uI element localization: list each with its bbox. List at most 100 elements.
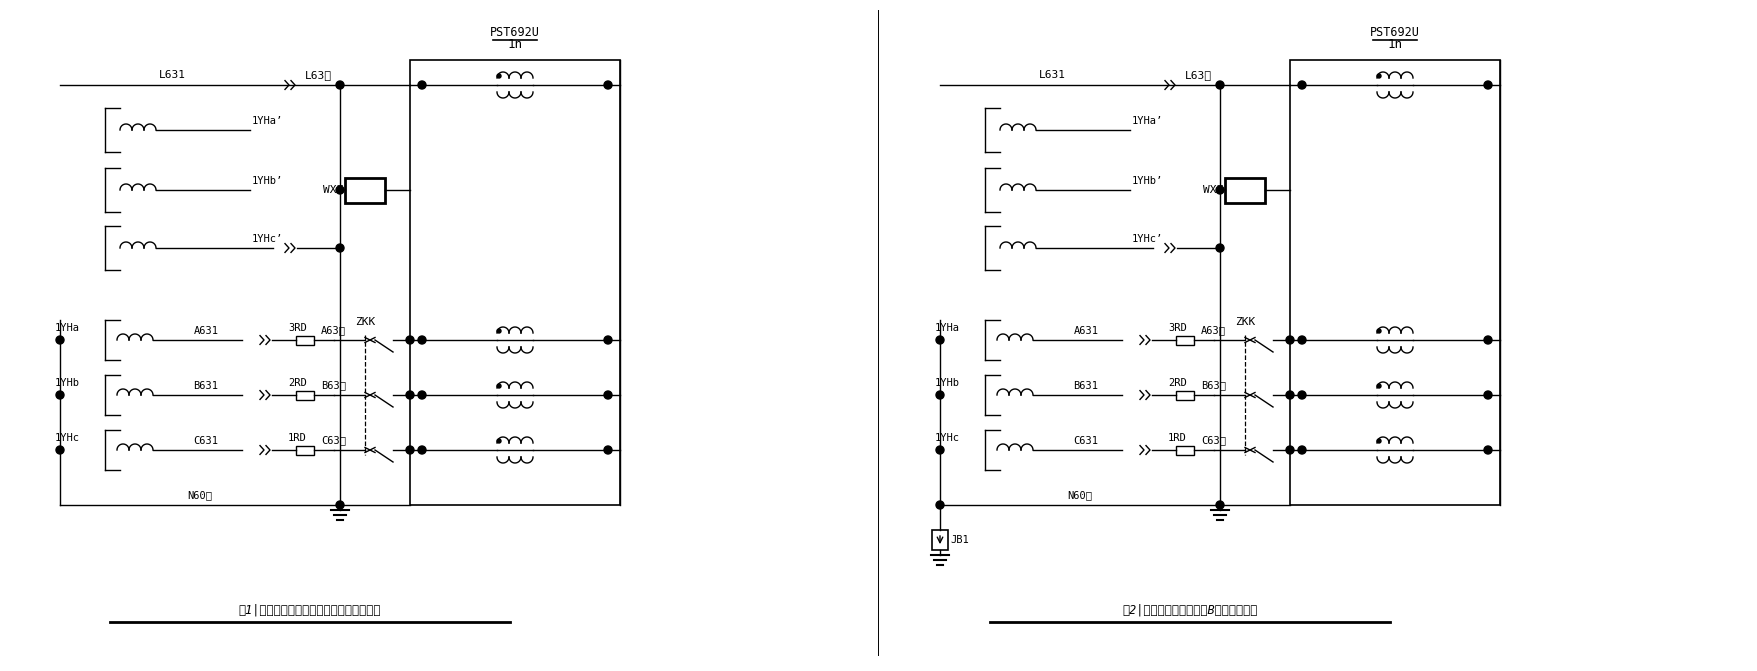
Circle shape — [1485, 446, 1492, 454]
Text: 1n: 1n — [1388, 38, 1402, 52]
Circle shape — [56, 391, 63, 399]
Text: 1YHa: 1YHa — [54, 323, 81, 333]
Circle shape — [497, 384, 501, 388]
Bar — [931, 530, 949, 550]
Circle shape — [56, 336, 63, 344]
Text: L63Ⅱ: L63Ⅱ — [306, 70, 332, 80]
Circle shape — [406, 391, 415, 399]
Circle shape — [1377, 74, 1381, 78]
Bar — [295, 446, 315, 455]
Text: A631: A631 — [1074, 326, 1098, 336]
Text: B631: B631 — [193, 381, 218, 391]
Circle shape — [56, 446, 63, 454]
Circle shape — [1377, 384, 1381, 388]
Text: B631: B631 — [1074, 381, 1098, 391]
Text: 1YHc: 1YHc — [54, 433, 81, 443]
Text: ZKK: ZKK — [1235, 317, 1254, 327]
Text: 1YHb’: 1YHb’ — [1132, 176, 1163, 186]
Circle shape — [418, 81, 425, 89]
Circle shape — [406, 336, 415, 344]
Circle shape — [604, 391, 611, 399]
Text: 1YHa: 1YHa — [935, 323, 959, 333]
Bar — [1225, 178, 1265, 203]
Text: 3RD: 3RD — [1168, 323, 1186, 333]
Circle shape — [604, 81, 611, 89]
Text: 2RD: 2RD — [288, 378, 307, 388]
Text: 1YHa’: 1YHa’ — [251, 116, 283, 126]
Circle shape — [1286, 336, 1293, 344]
Text: B63Ⅱ: B63Ⅱ — [322, 380, 346, 390]
Text: L631: L631 — [158, 70, 186, 80]
Text: 图1|电压互感器二次绕组中性点一点接地）: 图1|电压互感器二次绕组中性点一点接地） — [239, 603, 381, 617]
Circle shape — [936, 501, 944, 509]
Circle shape — [936, 391, 944, 399]
Text: 1RD: 1RD — [288, 433, 307, 443]
Circle shape — [1485, 336, 1492, 344]
Text: 1YHc’: 1YHc’ — [251, 234, 283, 244]
Text: C631: C631 — [193, 436, 218, 446]
Circle shape — [418, 391, 425, 399]
Text: 1YHb’: 1YHb’ — [251, 176, 283, 186]
Circle shape — [336, 501, 344, 509]
Text: N60Ⅱ: N60Ⅱ — [1068, 490, 1093, 500]
Bar — [344, 178, 385, 203]
Circle shape — [1485, 81, 1492, 89]
Text: B63Ⅱ: B63Ⅱ — [1202, 380, 1226, 390]
Text: 1YHb: 1YHb — [54, 378, 81, 388]
Text: PST692U: PST692U — [490, 25, 539, 38]
Circle shape — [418, 336, 425, 344]
Text: A63Ⅱ: A63Ⅱ — [1202, 325, 1226, 335]
Text: 1YHb: 1YHb — [935, 378, 959, 388]
Circle shape — [497, 439, 501, 443]
Circle shape — [604, 336, 611, 344]
Text: N60Ⅱ: N60Ⅱ — [188, 490, 213, 500]
Circle shape — [1377, 439, 1381, 443]
Circle shape — [936, 336, 944, 344]
Text: 图2|电压互感器二次绕组B相一点接地）: 图2|电压互感器二次绕组B相一点接地） — [1123, 603, 1258, 617]
Circle shape — [497, 329, 501, 333]
Text: 1n: 1n — [508, 38, 522, 52]
Circle shape — [406, 446, 415, 454]
Bar — [1175, 336, 1195, 345]
Text: 1YHa’: 1YHa’ — [1132, 116, 1163, 126]
Text: L63Ⅱ: L63Ⅱ — [1184, 70, 1212, 80]
Circle shape — [1216, 81, 1225, 89]
Circle shape — [1298, 446, 1305, 454]
Bar — [1175, 446, 1195, 455]
Bar — [295, 336, 315, 345]
Circle shape — [1485, 391, 1492, 399]
Circle shape — [1298, 336, 1305, 344]
Circle shape — [1286, 446, 1293, 454]
Text: 1YHc’: 1YHc’ — [1132, 234, 1163, 244]
Circle shape — [1216, 186, 1225, 194]
Text: WXZ: WXZ — [323, 185, 343, 195]
Circle shape — [497, 74, 501, 78]
Circle shape — [604, 446, 611, 454]
Circle shape — [336, 244, 344, 252]
Text: 3RD: 3RD — [288, 323, 307, 333]
Text: 1YHc: 1YHc — [935, 433, 959, 443]
Circle shape — [418, 446, 425, 454]
Bar — [1290, 60, 1500, 505]
Text: 1RD: 1RD — [1168, 433, 1186, 443]
Text: WXZ: WXZ — [1204, 185, 1223, 195]
Circle shape — [336, 186, 344, 194]
Circle shape — [336, 81, 344, 89]
Circle shape — [936, 446, 944, 454]
Text: C63Ⅱ: C63Ⅱ — [1202, 435, 1226, 445]
Circle shape — [1377, 329, 1381, 333]
Circle shape — [1286, 391, 1293, 399]
Bar — [1175, 391, 1195, 400]
Text: C631: C631 — [1074, 436, 1098, 446]
Circle shape — [1216, 501, 1225, 509]
Circle shape — [1216, 244, 1225, 252]
Text: 2RD: 2RD — [1168, 378, 1186, 388]
Text: C63Ⅱ: C63Ⅱ — [322, 435, 346, 445]
Bar — [409, 60, 620, 505]
Circle shape — [1298, 391, 1305, 399]
Text: JB1: JB1 — [951, 535, 968, 545]
Circle shape — [1298, 81, 1305, 89]
Bar — [295, 391, 315, 400]
Text: A631: A631 — [193, 326, 218, 336]
Text: L631: L631 — [1038, 70, 1065, 80]
